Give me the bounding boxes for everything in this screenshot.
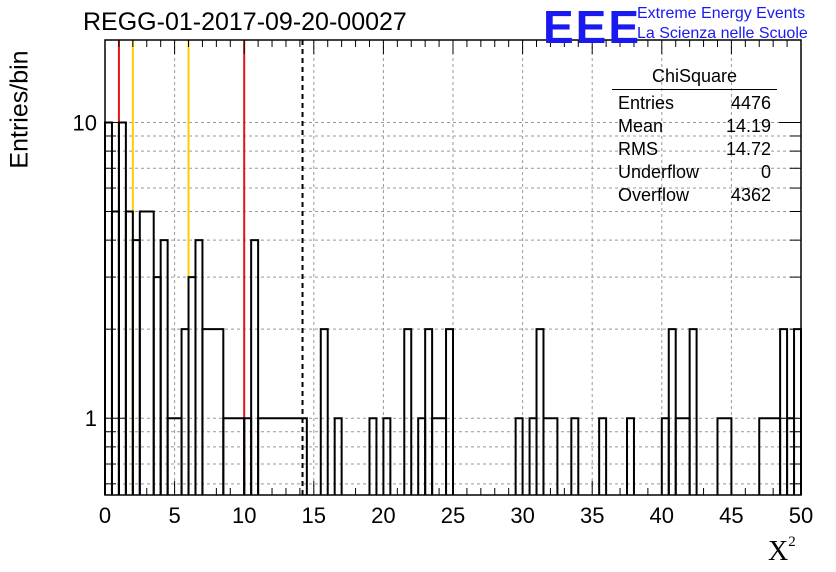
histogram-bin (194, 239, 204, 495)
stats-box: ChiSquare Entries 4476 Mean 14.19 RMS 14.72… (612, 66, 777, 207)
histogram-bin (201, 328, 225, 495)
brand-text: Extreme Energy Events La Scienza nelle S… (637, 4, 808, 44)
histogram-bin (257, 417, 308, 495)
histogram-bin (250, 239, 260, 495)
stats-row: RMS 14.72 (612, 138, 777, 161)
x-tick-label: 15 (302, 503, 326, 528)
histogram-bin (445, 328, 454, 495)
histogram-bin (104, 121, 113, 495)
stats-row: Overflow 4362 (612, 184, 777, 207)
histogram-bin (131, 239, 141, 495)
histogram-bin (403, 328, 413, 495)
y-tick-label: 10 (73, 110, 97, 135)
stats-label: Entries (618, 93, 675, 113)
stats-value: 14.72 (725, 139, 771, 159)
x-tick-label: 10 (232, 503, 256, 528)
brand-line-2: La Scienza nelle Scuole (637, 25, 808, 42)
stats-value: 14.19 (725, 116, 771, 136)
histogram-bin (333, 417, 343, 495)
eee-logo: EEE (543, 1, 642, 53)
y-tick-label: 1 (85, 406, 97, 431)
x-tick-label: 0 (99, 503, 111, 528)
stats-value: 0 (760, 162, 771, 182)
x-axis-label: X2 (768, 533, 796, 568)
stats-label: Underflow (618, 162, 700, 182)
histogram-bin (667, 328, 677, 495)
histogram-bin (514, 417, 524, 495)
chart-title: REGG-01-2017-09-20-00027 (83, 8, 407, 36)
histogram-bin (368, 417, 378, 495)
stats-label: Overflow (618, 185, 690, 205)
histogram-bin (535, 328, 545, 495)
x-tick-label: 50 (789, 503, 813, 528)
histogram-bin (138, 210, 155, 495)
histogram-bin (758, 417, 782, 495)
stats-row: Entries 4476 (612, 92, 777, 115)
histogram-bin (793, 328, 802, 495)
histogram-bin (542, 417, 559, 495)
histogram-bin (124, 210, 134, 495)
stats-title: ChiSquare (612, 66, 777, 90)
x-axis-label-superscript: 2 (788, 533, 796, 550)
x-tick-label: 35 (580, 503, 604, 528)
histogram-bin (716, 417, 733, 495)
histogram-bin (117, 121, 127, 495)
histogram-bin (779, 328, 789, 495)
x-tick-label: 20 (371, 503, 395, 528)
stats-label: RMS (618, 139, 658, 159)
histogram-bin (152, 276, 162, 495)
histogram-bin (110, 210, 120, 495)
brand-line-1: Extreme Energy Events (637, 5, 806, 22)
stats-row: Underflow 0 (612, 161, 777, 184)
histogram-bin (180, 328, 190, 495)
histogram-bin (598, 417, 608, 495)
stats-row: Mean 14.19 (612, 115, 777, 138)
histogram-bin (626, 417, 635, 495)
stats-value: 4362 (730, 185, 771, 205)
histogram-bin (319, 328, 329, 495)
x-axis-label-text: X (768, 536, 789, 567)
x-tick-label: 45 (719, 503, 743, 528)
histogram-bin (187, 276, 197, 495)
y-axis-label: Entries/bin (5, 50, 34, 169)
x-tick-label: 30 (510, 503, 534, 528)
histogram-bin (159, 239, 169, 495)
stats-value: 4476 (730, 93, 771, 113)
x-tick-label: 25 (441, 503, 465, 528)
histogram-bin (688, 328, 698, 495)
x-tick-label: 5 (168, 503, 180, 528)
x-tick-label: 40 (650, 503, 674, 528)
histogram-bin (424, 328, 434, 495)
histogram-bin (382, 417, 392, 495)
histogram-bin (570, 417, 580, 495)
stats-label: Mean (618, 116, 664, 136)
